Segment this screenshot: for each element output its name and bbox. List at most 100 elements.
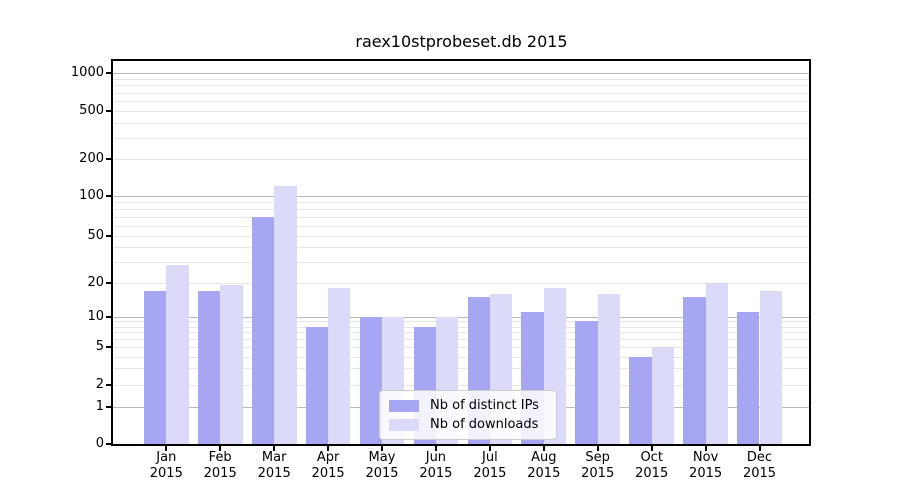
y-tick-mark <box>106 72 111 75</box>
x-tick-month: Feb <box>208 450 232 465</box>
y-tick-mark <box>106 443 111 445</box>
x-tick-year: 2015 <box>635 466 669 481</box>
x-tick-year: 2015 <box>527 466 561 481</box>
bar-apr-downloads <box>328 287 351 444</box>
x-tick-month: Sep <box>585 450 610 465</box>
minor-gridline <box>113 332 809 334</box>
y-tick-label: 5 <box>95 339 104 355</box>
x-tick-mark <box>758 446 761 451</box>
minor-gridline <box>113 122 809 124</box>
x-tick-label: Mar 2015 <box>242 450 306 482</box>
bar-jan-downloads <box>166 265 189 444</box>
minor-gridline <box>113 326 809 328</box>
legend-swatch-distinct-ips <box>389 399 419 412</box>
x-tick-mark <box>273 446 276 451</box>
x-tick-label: Nov 2015 <box>674 450 738 482</box>
bar-oct-distinct-ips <box>629 356 652 444</box>
bar-mar-downloads <box>274 186 297 444</box>
bar-dec-downloads <box>759 290 782 444</box>
x-tick-label: Sep 2015 <box>566 450 630 482</box>
x-tick-label: May 2015 <box>350 450 414 482</box>
x-tick-label: Oct 2015 <box>620 450 684 482</box>
x-tick-month: Apr <box>316 450 340 465</box>
x-tick-label: Jun 2015 <box>404 450 468 482</box>
x-tick-label: Apr 2015 <box>296 450 360 482</box>
bar-nov-distinct-ips <box>683 296 706 444</box>
y-tick-label: 500 <box>79 102 104 118</box>
minor-gridline <box>113 261 809 263</box>
major-gridline <box>113 316 809 318</box>
y-tick-mark <box>106 235 111 237</box>
y-tick-mark <box>106 315 111 318</box>
x-tick-year: 2015 <box>689 466 723 481</box>
x-tick-label: Dec 2015 <box>728 450 792 482</box>
x-tick-year: 2015 <box>149 466 183 481</box>
x-tick-month: Jun <box>425 450 447 465</box>
minor-gridline <box>113 208 809 210</box>
major-gridline <box>113 196 809 197</box>
x-tick-mark <box>165 446 168 451</box>
x-tick-mark <box>434 446 437 451</box>
y-tick-label: 200 <box>79 151 104 167</box>
x-tick-year: 2015 <box>257 466 291 481</box>
x-tick-label: Feb 2015 <box>188 450 252 482</box>
x-tick-mark <box>327 446 330 451</box>
legend-label: Nb of distinct IPs <box>430 398 539 413</box>
y-tick-label: 2 <box>95 377 104 392</box>
x-tick-mark <box>542 446 545 451</box>
x-tick-month: Oct <box>640 450 663 465</box>
legend-label: Nb of downloads <box>430 417 539 432</box>
x-tick-mark <box>219 446 222 451</box>
bar-dec-distinct-ips <box>737 312 760 444</box>
legend: Nb of distinct IPs Nb of downloads <box>379 390 557 440</box>
bar-nov-downloads <box>705 282 728 444</box>
bar-feb-downloads <box>220 285 243 444</box>
y-tick-mark <box>106 109 111 112</box>
x-tick-month: Dec <box>746 450 773 465</box>
y-tick-mark <box>106 195 111 197</box>
minor-gridline <box>113 347 809 349</box>
minor-gridline <box>113 202 809 204</box>
x-tick-year: 2015 <box>365 466 399 481</box>
plot-area <box>113 61 809 444</box>
bar-jan-distinct-ips <box>143 290 167 444</box>
bar-mar-distinct-ips <box>251 216 275 444</box>
x-tick-month: May <box>368 450 396 465</box>
bar-feb-distinct-ips <box>197 290 221 444</box>
minor-gridline <box>113 137 809 139</box>
bar-sep-downloads <box>597 293 621 444</box>
x-tick-year: 2015 <box>473 466 507 481</box>
x-tick-month: Aug <box>531 450 557 465</box>
major-gridline <box>113 73 809 75</box>
x-tick-year: 2015 <box>742 466 777 481</box>
minor-gridline <box>113 236 809 237</box>
bar-may-distinct-ips <box>359 316 382 444</box>
legend-row: Nb of distinct IPs <box>389 396 547 415</box>
y-tick-mark <box>106 158 111 161</box>
minor-gridline <box>113 79 809 80</box>
x-tick-mark <box>704 446 707 451</box>
y-tick-label: 20 <box>87 274 104 290</box>
minor-gridline <box>113 368 809 370</box>
minor-gridline <box>113 385 809 386</box>
legend-swatch-downloads <box>389 418 419 431</box>
x-tick-label: Jul 2015 <box>458 450 522 482</box>
minor-gridline <box>113 85 809 87</box>
x-tick-year: 2015 <box>581 466 615 481</box>
y-tick-mark <box>106 281 111 284</box>
x-tick-mark <box>381 446 383 451</box>
x-tick-mark <box>488 446 491 451</box>
minor-gridline <box>113 110 809 112</box>
y-tick-label: 100 <box>79 188 104 203</box>
bar-sep-distinct-ips <box>575 321 598 444</box>
y-tick-mark <box>106 384 111 386</box>
x-tick-mark <box>650 446 653 451</box>
minor-gridline <box>113 225 809 227</box>
minor-gridline <box>113 356 809 358</box>
y-tick-label: 0 <box>95 436 104 451</box>
x-tick-year: 2015 <box>203 466 237 481</box>
y-tick-mark <box>106 405 111 408</box>
x-tick-label: Aug 2015 <box>512 450 576 482</box>
x-tick-month: Nov <box>692 450 719 465</box>
